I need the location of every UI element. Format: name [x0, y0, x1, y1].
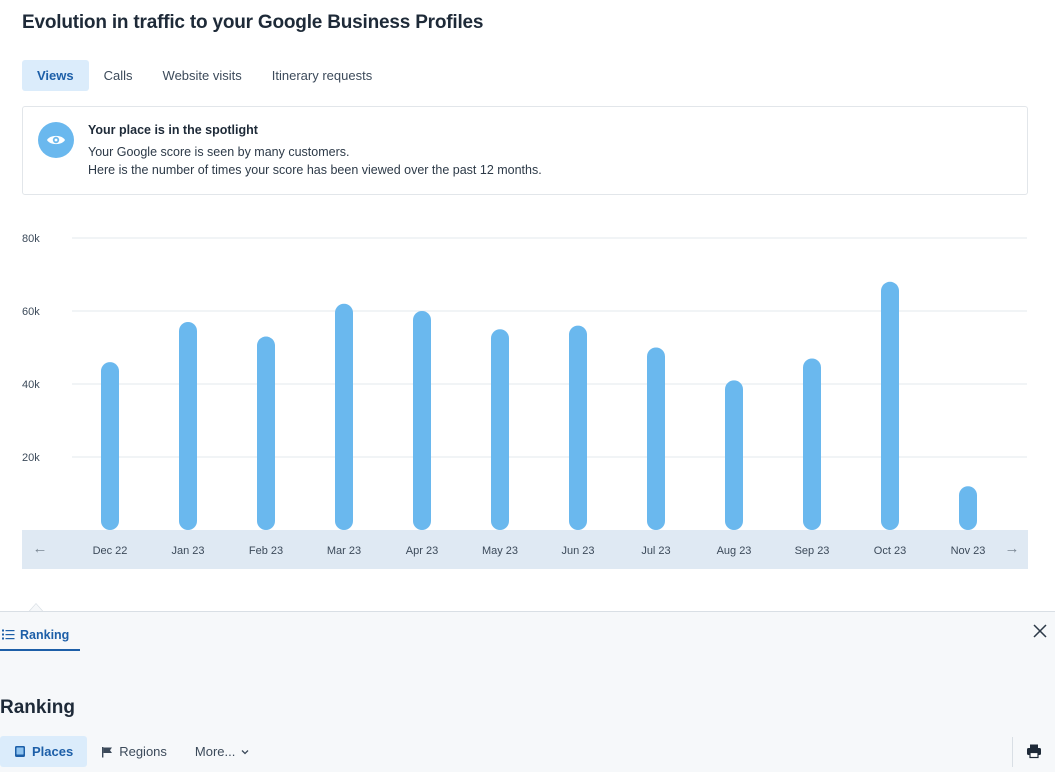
bar[interactable]	[101, 362, 119, 530]
tab-ranking[interactable]: Ranking	[0, 620, 80, 651]
x-tick-label: Feb 23	[249, 545, 283, 557]
x-tick-label: Apr 23	[406, 545, 438, 557]
x-tick-label: Dec 22	[93, 545, 128, 557]
tab-ranking-label: Ranking	[20, 627, 70, 642]
panel-pointer	[28, 603, 44, 612]
x-tick-label: May 23	[482, 545, 518, 557]
bar[interactable]	[179, 321, 197, 530]
y-tick-label: 40k	[22, 379, 40, 391]
x-tick-label: Mar 23	[327, 545, 361, 557]
ranking-title: Ranking	[0, 697, 75, 718]
x-tick-label: Aug 23	[717, 545, 752, 557]
sub-tab-regions[interactable]: Regions	[87, 736, 181, 767]
tab-calls[interactable]: Calls	[103, 68, 133, 83]
info-card: Your place is in the spotlight Your Goog…	[22, 106, 1028, 195]
sub-tab-places[interactable]: Places	[0, 736, 88, 767]
x-tick-label: Jul 23	[641, 545, 670, 557]
tab-views[interactable]: Views	[22, 60, 89, 91]
page-title: Evolution in traffic to your Google Busi…	[22, 12, 484, 33]
more-dropdown-label: More...	[194, 744, 236, 759]
sub-tab-regions-label: Regions	[119, 744, 167, 759]
bar[interactable]	[881, 281, 899, 530]
bar[interactable]	[413, 311, 431, 530]
bar[interactable]	[647, 347, 665, 531]
tab-website-visits[interactable]: Website visits	[162, 68, 242, 83]
info-text-line-2: Here is the number of times your score h…	[88, 163, 542, 177]
x-tick-label: Jun 23	[561, 545, 594, 557]
bar[interactable]	[725, 380, 743, 530]
x-tick-label: Nov 23	[951, 545, 986, 557]
flag-icon	[102, 746, 113, 757]
views-chart: 20k 40k 60k 80k Dec 22 Jan 23 Feb 23 Mar 23 Apr …	[0, 220, 1055, 580]
bar[interactable]	[803, 358, 821, 530]
info-text-line-1: Your Google score is seen by many custom…	[88, 145, 350, 159]
sub-tab-places-label: Places	[32, 744, 74, 759]
eye-icon	[38, 122, 74, 158]
y-tick-label: 20k	[22, 452, 40, 464]
info-title: Your place is in the spotlight	[88, 123, 258, 137]
ranking-panel: Ranking Ranking Places Regions More...	[0, 611, 1055, 772]
y-tick-label: 80k	[22, 233, 40, 245]
x-tick-label: Oct 23	[874, 545, 906, 557]
metric-tabs: Views Calls Website visits Itinerary req…	[22, 60, 387, 91]
views-bar-chart: 20k 40k 60k 80k Dec 22 Jan 23 Feb 23 Mar 23 Apr …	[22, 233, 1027, 557]
print-icon[interactable]	[1026, 743, 1042, 759]
x-tick-label: Jan 23	[171, 545, 204, 557]
bar[interactable]	[257, 336, 275, 530]
y-tick-label: 60k	[22, 306, 40, 318]
chart-x-axis-band: ← →	[22, 530, 1028, 569]
book-icon	[15, 746, 25, 757]
bar[interactable]	[569, 325, 587, 530]
bar[interactable]	[335, 303, 353, 530]
toolbar-divider	[1012, 737, 1013, 767]
ranking-sub-tabs: Places Regions More...	[0, 736, 263, 767]
x-tick-label: Sep 23	[795, 545, 830, 557]
bar[interactable]	[959, 486, 977, 530]
tab-itinerary-requests[interactable]: Itinerary requests	[271, 68, 373, 83]
arrow-left-icon[interactable]: ←	[32, 540, 48, 557]
more-dropdown[interactable]: More...	[181, 736, 263, 767]
bar[interactable]	[491, 329, 509, 530]
close-icon[interactable]	[1031, 622, 1049, 640]
chevron-down-icon	[241, 749, 249, 754]
arrow-right-icon[interactable]: →	[1004, 540, 1020, 557]
list-icon	[2, 629, 15, 640]
